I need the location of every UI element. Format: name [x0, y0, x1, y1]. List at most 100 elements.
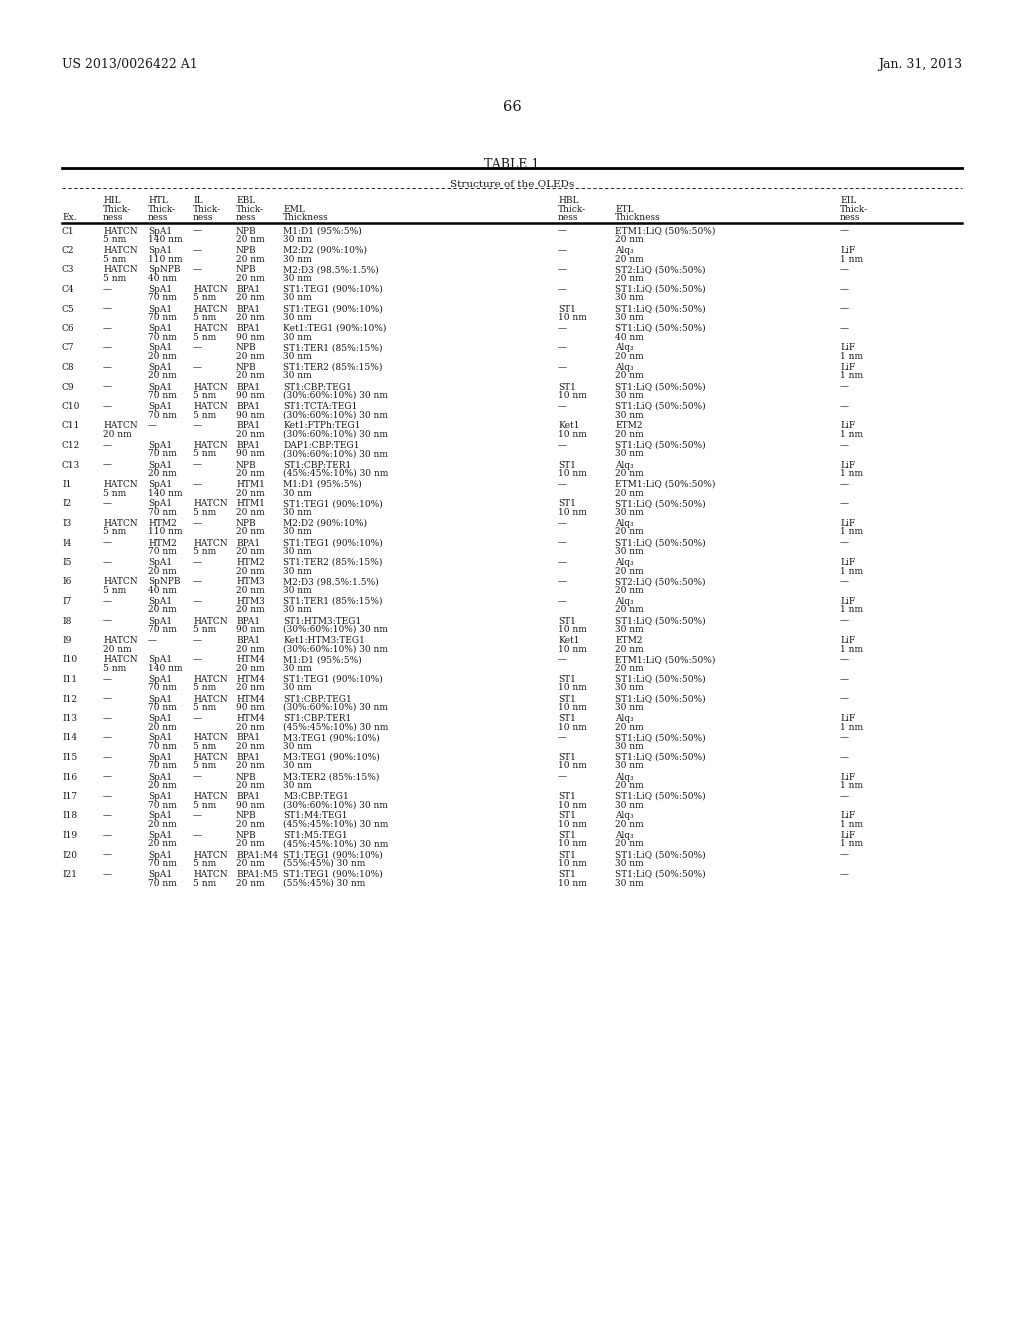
Text: 20 nm: 20 nm — [615, 840, 644, 849]
Text: —: — — [840, 616, 849, 626]
Text: 1 nm: 1 nm — [840, 371, 863, 380]
Text: ST1:TEG1 (90%:10%): ST1:TEG1 (90%:10%) — [283, 285, 383, 294]
Text: 1 nm: 1 nm — [840, 528, 863, 536]
Text: HBL: HBL — [558, 195, 579, 205]
Text: SpA1: SpA1 — [148, 323, 172, 333]
Text: ST1:TER1 (85%:15%): ST1:TER1 (85%:15%) — [283, 343, 383, 352]
Text: HTL: HTL — [148, 195, 168, 205]
Text: —: — — [103, 499, 112, 508]
Text: 5 nm: 5 nm — [103, 664, 126, 673]
Text: I13: I13 — [62, 714, 77, 723]
Text: —: — — [103, 597, 112, 606]
Text: ness: ness — [840, 213, 860, 222]
Text: 5 nm: 5 nm — [103, 528, 126, 536]
Text: I18: I18 — [62, 812, 77, 821]
Text: —: — — [103, 383, 112, 392]
Text: Alq₃: Alq₃ — [615, 461, 634, 470]
Text: —: — — [558, 323, 567, 333]
Text: —: — — [193, 597, 202, 606]
Text: I7: I7 — [62, 597, 72, 606]
Text: 5 nm: 5 nm — [193, 313, 216, 322]
Text: M3:TEG1 (90%:10%): M3:TEG1 (90%:10%) — [283, 752, 380, 762]
Text: —: — — [103, 558, 112, 568]
Text: 40 nm: 40 nm — [615, 333, 644, 342]
Text: ST1: ST1 — [558, 752, 575, 762]
Text: ST1:LiQ (50%:50%): ST1:LiQ (50%:50%) — [615, 305, 706, 314]
Text: 1 nm: 1 nm — [840, 781, 863, 789]
Text: NPB: NPB — [236, 461, 257, 470]
Text: 20 nm: 20 nm — [148, 566, 177, 576]
Text: SpA1: SpA1 — [148, 403, 172, 411]
Text: M1:D1 (95%:5%): M1:D1 (95%:5%) — [283, 656, 361, 664]
Text: C11: C11 — [62, 421, 80, 430]
Text: SpA1: SpA1 — [148, 694, 172, 704]
Text: 1 nm: 1 nm — [840, 606, 863, 615]
Text: —: — — [193, 656, 202, 664]
Text: HATCN: HATCN — [193, 694, 227, 704]
Text: 20 nm: 20 nm — [615, 255, 644, 264]
Text: EIL: EIL — [840, 195, 856, 205]
Text: LiF: LiF — [840, 363, 855, 372]
Text: LiF: LiF — [840, 246, 855, 255]
Text: SpA1: SpA1 — [148, 480, 172, 488]
Text: US 2013/0026422 A1: US 2013/0026422 A1 — [62, 58, 198, 71]
Text: —: — — [558, 480, 567, 488]
Text: ST1:M5:TEG1: ST1:M5:TEG1 — [283, 832, 347, 840]
Text: HATCN: HATCN — [193, 616, 227, 626]
Text: EBL: EBL — [236, 195, 255, 205]
Text: 20 nm: 20 nm — [615, 528, 644, 536]
Text: ETM2: ETM2 — [615, 636, 642, 645]
Text: 20 nm: 20 nm — [615, 430, 644, 440]
Text: M2:D3 (98.5%:1.5%): M2:D3 (98.5%:1.5%) — [283, 265, 379, 275]
Text: —: — — [840, 227, 849, 235]
Text: ST1: ST1 — [558, 812, 575, 821]
Text: 70 nm: 70 nm — [148, 391, 177, 400]
Text: —: — — [103, 285, 112, 294]
Text: 1 nm: 1 nm — [840, 722, 863, 731]
Text: —: — — [558, 403, 567, 411]
Text: 70 nm: 70 nm — [148, 859, 177, 869]
Text: BPA1: BPA1 — [236, 752, 260, 762]
Text: BPA1:M4: BPA1:M4 — [236, 850, 279, 859]
Text: HATCN: HATCN — [193, 870, 227, 879]
Text: Ket1: Ket1 — [558, 636, 580, 645]
Text: ness: ness — [148, 213, 169, 222]
Text: 30 nm: 30 nm — [283, 762, 311, 771]
Text: SpA1: SpA1 — [148, 363, 172, 372]
Text: ST1: ST1 — [558, 305, 575, 314]
Text: M3:TEG1 (90%:10%): M3:TEG1 (90%:10%) — [283, 734, 380, 742]
Text: 1 nm: 1 nm — [840, 255, 863, 264]
Text: 90 nm: 90 nm — [236, 450, 265, 458]
Text: —: — — [103, 772, 112, 781]
Text: ST2:LiQ (50%:50%): ST2:LiQ (50%:50%) — [615, 578, 706, 586]
Text: LiF: LiF — [840, 636, 855, 645]
Text: BPA1: BPA1 — [236, 636, 260, 645]
Text: BPA1: BPA1 — [236, 421, 260, 430]
Text: 20 nm: 20 nm — [148, 469, 177, 478]
Text: 30 nm: 30 nm — [283, 313, 311, 322]
Text: ST1:CBP:TEG1: ST1:CBP:TEG1 — [283, 383, 352, 392]
Text: HTM4: HTM4 — [236, 675, 265, 684]
Text: 70 nm: 70 nm — [148, 879, 177, 887]
Text: —: — — [103, 694, 112, 704]
Text: 30 nm: 30 nm — [615, 313, 644, 322]
Text: Alq₃: Alq₃ — [615, 597, 634, 606]
Text: ST1:TEG1 (90%:10%): ST1:TEG1 (90%:10%) — [283, 499, 383, 508]
Text: —: — — [840, 265, 849, 275]
Text: HATCN: HATCN — [103, 519, 137, 528]
Text: Thick-: Thick- — [840, 205, 868, 214]
Text: 5 nm: 5 nm — [193, 704, 216, 711]
Text: 30 nm: 30 nm — [615, 762, 644, 771]
Text: 30 nm: 30 nm — [615, 704, 644, 711]
Text: (45%:45%:10%) 30 nm: (45%:45%:10%) 30 nm — [283, 840, 388, 849]
Text: SpA1: SpA1 — [148, 792, 172, 801]
Text: 30 nm: 30 nm — [283, 742, 311, 751]
Text: HTM1: HTM1 — [236, 499, 265, 508]
Text: NPB: NPB — [236, 343, 257, 352]
Text: 10 nm: 10 nm — [558, 624, 587, 634]
Text: HATCN: HATCN — [103, 265, 137, 275]
Text: ST1: ST1 — [558, 832, 575, 840]
Text: SpA1: SpA1 — [148, 597, 172, 606]
Text: —: — — [193, 480, 202, 488]
Text: I10: I10 — [62, 656, 77, 664]
